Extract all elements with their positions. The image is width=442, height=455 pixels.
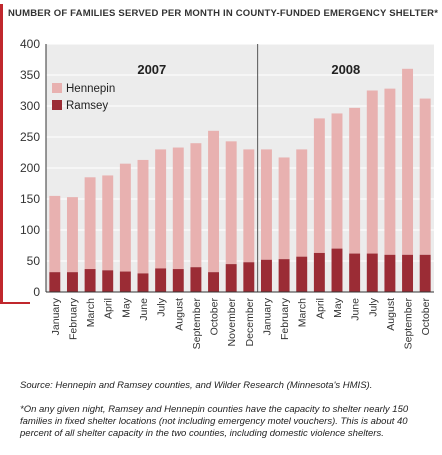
y-tick-label: 350 [20, 68, 40, 82]
x-tick-label: July [367, 297, 379, 316]
x-tick-label: February [279, 297, 291, 340]
x-tick-label: June [138, 298, 150, 321]
bar-ramsey [102, 270, 114, 292]
bar-ramsey [260, 259, 272, 292]
x-tick-label: October [209, 298, 221, 336]
x-tick-label: May [120, 297, 132, 318]
bar-hennepin [296, 149, 308, 257]
x-tick-label: July [156, 297, 168, 316]
bar-ramsey [119, 271, 131, 292]
x-tick-label: August [173, 298, 185, 331]
bar-hennepin [137, 159, 149, 274]
bar-ramsey [225, 264, 237, 292]
legend-label: Hennepin [66, 83, 115, 95]
bar-ramsey [84, 269, 96, 292]
bar-hennepin [190, 143, 202, 268]
source-note: Source: Hennepin and Ramsey counties, an… [20, 380, 373, 391]
y-tick-label: 200 [20, 161, 40, 175]
bar-hennepin [225, 141, 237, 265]
bar-ramsey [366, 253, 378, 292]
bar-hennepin [243, 149, 255, 263]
y-tick-label: 150 [20, 192, 40, 206]
bar-hennepin [119, 163, 131, 272]
bar-ramsey [331, 248, 343, 292]
stacked-bar-chart: 0 50 100 150 200 250 300 350 400 2007 January Febru… [20, 37, 434, 350]
x-tick-label: May [332, 297, 344, 318]
accent-rule-vertical [0, 4, 3, 304]
bar-ramsey [384, 254, 396, 292]
y-tick-label: 300 [20, 99, 40, 113]
bar-ramsey [243, 262, 255, 292]
x-tick-label: April [103, 298, 115, 319]
x-tick-label: November [226, 297, 238, 346]
x-tick-label: March [297, 298, 309, 327]
bar-hennepin [102, 175, 114, 271]
bar-ramsey [349, 253, 361, 292]
bar-ramsey [172, 269, 184, 292]
bar-ramsey [296, 256, 308, 292]
bar-ramsey [137, 273, 149, 292]
bar-ramsey [49, 272, 61, 292]
bar-hennepin [366, 90, 378, 254]
bar-hennepin [260, 149, 272, 260]
x-tick-label: February [67, 297, 79, 340]
bar-ramsey [155, 268, 167, 292]
chart-title: NUMBER OF FAMILIES SERVED PER MONTH IN C… [8, 8, 439, 19]
x-tick-label: January [261, 297, 273, 335]
legend-label: Ramsey [66, 100, 108, 112]
bar-hennepin [208, 130, 220, 273]
x-tick-label: January [50, 297, 62, 335]
legend-swatch [52, 83, 62, 93]
bar-ramsey [419, 254, 431, 292]
x-tick-label: October [420, 298, 432, 336]
x-tick-label: September [191, 298, 203, 350]
x-tick-label: August [385, 298, 397, 331]
accent-rule-horizontal [0, 302, 30, 304]
bar-ramsey [313, 252, 325, 292]
bar-hennepin [155, 149, 167, 269]
bar-ramsey [190, 267, 202, 292]
x-tick-label: June [350, 298, 362, 321]
x-tick-label: March [85, 298, 97, 327]
x-tick-label: April [314, 298, 326, 319]
bar-hennepin [419, 98, 431, 255]
bar-hennepin [349, 107, 361, 254]
bar-ramsey [278, 259, 290, 292]
y-tick-label: 50 [27, 254, 41, 268]
x-tick-label: September [403, 298, 415, 350]
y-tick-label: 250 [20, 130, 40, 144]
bar-hennepin [66, 197, 78, 273]
bar-ramsey [402, 254, 414, 292]
bar-ramsey [208, 272, 220, 292]
bar-hennepin [313, 118, 325, 253]
y-tick-label: 0 [33, 285, 40, 299]
bar-hennepin [84, 177, 96, 270]
bar-hennepin [49, 195, 61, 273]
bar-hennepin [331, 113, 343, 249]
bar-hennepin [384, 88, 396, 255]
y-tick-label: 400 [20, 37, 40, 51]
y-tick-label: 100 [20, 223, 40, 237]
bar-ramsey [66, 272, 78, 292]
bar-hennepin [172, 147, 184, 270]
year-label: 2008 [331, 62, 360, 77]
bar-hennepin [402, 68, 414, 255]
legend-swatch [52, 100, 62, 110]
year-label: 2007 [137, 62, 166, 77]
footnote: *On any given night, Ramsey and Hennepin… [20, 404, 409, 439]
bar-hennepin [278, 157, 290, 260]
x-tick-label: December [244, 297, 256, 346]
